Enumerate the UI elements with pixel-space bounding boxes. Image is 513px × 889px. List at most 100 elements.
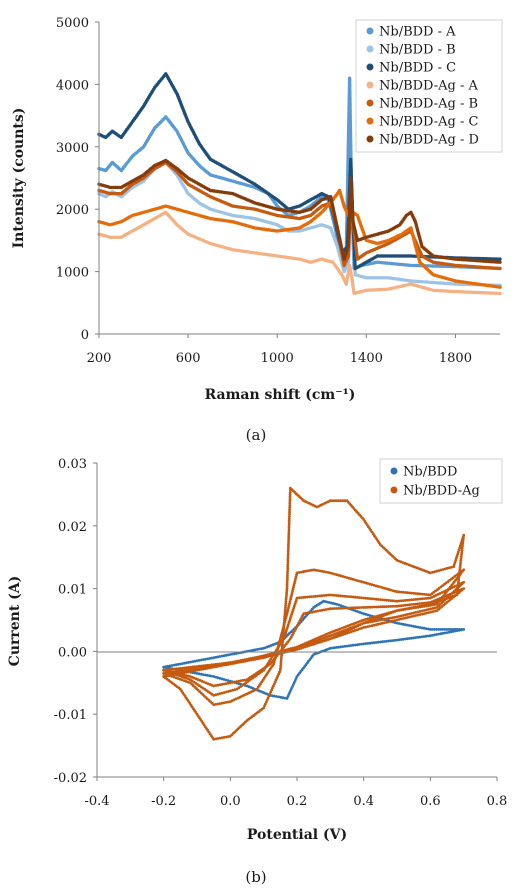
cv-point [339,499,343,503]
cv-point [318,569,322,573]
cv-axes [96,463,497,777]
cv-point [287,521,291,525]
cv-point [443,631,447,635]
cv-point [288,495,292,499]
cv-point [353,643,357,647]
cv-point [284,604,287,608]
cv-point [288,508,291,512]
cv-point [385,612,388,615]
cv-point [408,624,411,627]
cv-point [381,613,384,617]
cv-point [460,548,464,552]
cv-point [374,615,378,618]
cv-point [280,633,283,637]
cv-point [275,695,278,698]
raman-x-tick-label: 1000 [261,351,294,366]
cv-point [197,659,201,662]
cv-point [228,653,232,656]
cv-point [303,569,307,573]
cv-point [287,528,291,531]
cv-point [366,582,370,585]
cv-point [287,532,291,536]
raman-y-tick-label: 4000 [56,78,89,93]
cv-point [287,517,291,521]
cv-point [253,648,257,652]
cv-point [322,570,326,574]
cv-point [459,561,462,565]
cv-point [457,580,460,584]
cv-point [286,571,289,575]
cv-point [427,604,430,607]
panel-b-caption: (b) [245,868,266,886]
cv-point [201,673,205,676]
cv-point [401,608,405,611]
cv-point [378,613,382,617]
cv-point [412,636,416,640]
cv-point [337,645,341,649]
cv-point [288,600,292,603]
cv-point [372,615,376,619]
cv-point [439,568,443,572]
cv-point [237,682,241,685]
cv-point [210,674,214,678]
cv-point [226,700,230,704]
cv-point [437,569,441,572]
cv-point [439,628,443,631]
cv-point [372,641,376,645]
cv-point [433,570,436,574]
raman-point [498,291,502,296]
cv-point [279,666,282,670]
cv-x-axis-label: Potential (V) [247,827,347,843]
cv-point [288,510,291,514]
cv-x-tick-labels: -0.4 -0.2 0.0 0.2 0.4 0.6 0.8 [84,776,507,809]
cv-point [439,632,443,636]
raman-legend-swatch [366,45,374,53]
cv-point [461,538,465,541]
cv-point [445,631,449,634]
cv-point [343,644,347,648]
cv-point [343,499,347,503]
cv-point [260,647,263,651]
cv-point [431,633,434,637]
cv-point [337,499,341,503]
raman-legend: Nb/BDD - A Nb/BDD - B Nb/BDD - C Nb/BDD-Ag … [355,19,503,153]
cv-point [414,606,418,609]
cv-point [286,558,290,562]
cv-point [416,635,420,639]
cv-point [286,556,290,560]
cv-legend-label: Nb/BDD [403,465,457,480]
cv-point [360,642,363,646]
raman-x-tick-label: 600 [176,351,201,366]
cv-point [372,583,376,587]
cv-point [364,612,368,616]
cv-point [414,625,418,629]
cv-point [337,573,341,577]
cv-point [401,590,405,594]
cv-point [288,499,292,503]
cv-x-tick-label: -0.4 [84,794,109,809]
cv-point [285,585,289,588]
cv-point [288,515,291,518]
raman-series-4 [97,210,502,296]
cv-point [406,607,409,611]
cv-y-tick-label: 0.03 [58,457,87,472]
cv-point [245,684,249,688]
raman-y-tick-label: 2000 [56,203,89,218]
cv-point [395,621,399,625]
cv-point [288,493,292,497]
cv-point [462,628,466,631]
cv-point [168,664,172,668]
raman-x-axis-label: Raman shift (cm⁻¹) [205,387,356,403]
cv-point [288,497,292,501]
cv-point [422,592,426,596]
cv-point [285,580,289,584]
cv-point [335,499,338,503]
cv-point [286,610,289,614]
cv-point [433,603,437,606]
cv-point [197,672,201,676]
cv-point [286,554,290,558]
cv-point [328,571,332,575]
cv-point [366,642,370,645]
cv-point [431,628,434,631]
cv-point [347,576,351,580]
